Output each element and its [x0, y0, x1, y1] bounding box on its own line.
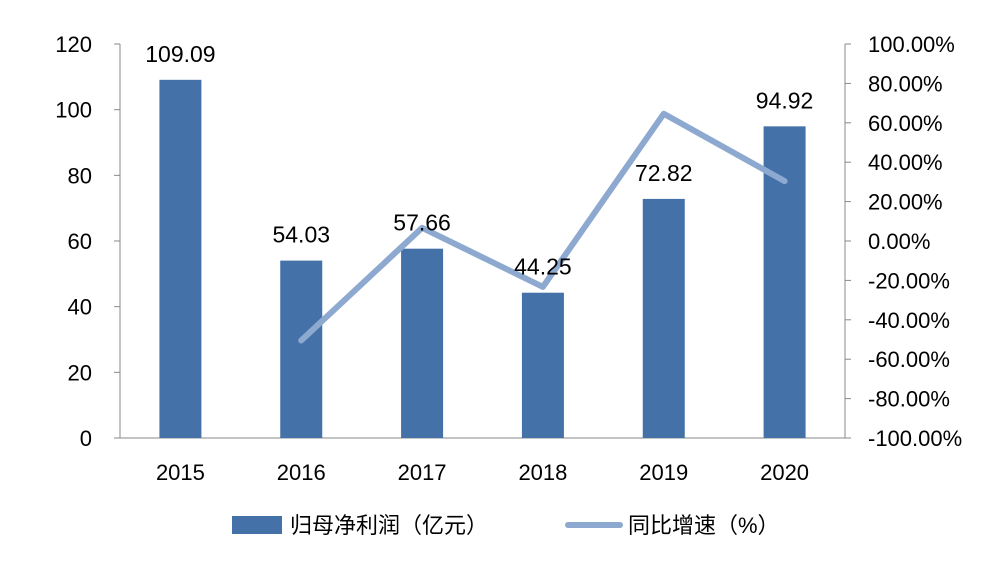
- x-tick-label: 2017: [398, 460, 447, 485]
- bar-data-label: 57.66: [393, 210, 451, 236]
- right-tick-label: 60.00%: [868, 111, 943, 136]
- right-axis: -100.00% -80.00% -60.00% -40.00% -20.00% 0.00…: [844, 32, 962, 451]
- bar: [521, 292, 564, 438]
- data-labels: 109.09 54.03 57.66 44.25 72.82 94.92: [145, 41, 813, 280]
- line-point: [784, 180, 786, 182]
- line-series: [298, 110, 788, 344]
- legend-label-bar: 归母净利润（亿元）: [290, 513, 488, 538]
- bar-data-label: 44.25: [514, 254, 572, 280]
- right-tick-label: -100.00%: [868, 426, 962, 451]
- legend-swatch-bar: [232, 516, 282, 534]
- x-axis: 2015 2016 2017 2018 2019 2020: [120, 437, 845, 485]
- left-tick-label: 0: [80, 426, 92, 451]
- bar-data-label: 72.82: [635, 160, 693, 186]
- x-tick-label: 2018: [518, 460, 567, 485]
- right-tick-label: 0.00%: [868, 229, 930, 254]
- right-tick-label: 80.00%: [868, 71, 943, 96]
- bar: [401, 248, 444, 438]
- line-point: [663, 113, 665, 115]
- right-tick-label: 100.00%: [868, 32, 955, 57]
- bar-series: [159, 79, 806, 438]
- right-tick-label: -40.00%: [868, 308, 950, 333]
- left-tick-label: 20: [68, 360, 92, 385]
- line-point: [300, 339, 302, 341]
- legend: 归母净利润（亿元） 同比增速（%）: [232, 513, 780, 538]
- right-tick-label: 40.00%: [868, 150, 943, 175]
- right-tick-label: -80.00%: [868, 387, 950, 412]
- left-tick-label: 100: [55, 98, 92, 123]
- line-point: [542, 286, 544, 288]
- x-tick-label: 2015: [156, 460, 205, 485]
- right-tick-label: -60.00%: [868, 347, 950, 372]
- x-tick-label: 2016: [277, 460, 326, 485]
- bar-data-label: 54.03: [272, 222, 330, 248]
- left-axis: 0 20 40 60 80 100 120: [55, 32, 121, 451]
- left-tick-label: 80: [68, 163, 92, 188]
- right-tick-label: -20.00%: [868, 268, 950, 293]
- x-tick-label: 2020: [760, 460, 809, 485]
- bar: [642, 198, 685, 438]
- left-tick-label: 120: [55, 32, 92, 57]
- right-tick-label: 20.00%: [868, 190, 943, 215]
- left-tick-label: 40: [68, 295, 92, 320]
- bar-data-label: 109.09: [145, 41, 215, 67]
- line-point: [421, 227, 423, 229]
- bar: [280, 260, 323, 438]
- bar-data-label: 94.92: [756, 87, 814, 113]
- x-tick-label: 2019: [639, 460, 688, 485]
- bar: [159, 79, 202, 438]
- left-tick-label: 60: [68, 229, 92, 254]
- legend-label-line: 同比增速（%）: [628, 513, 780, 538]
